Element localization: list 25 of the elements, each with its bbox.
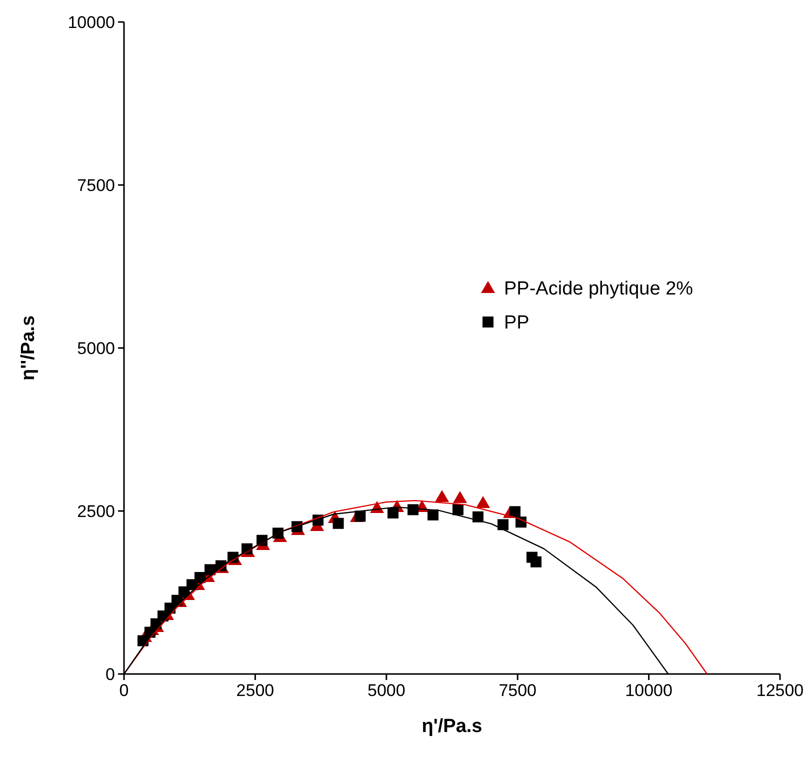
- x-tick-label: 0: [119, 681, 129, 700]
- legend-label: PP: [504, 312, 530, 334]
- point: [204, 564, 216, 576]
- x-tick-label: 12500: [756, 681, 804, 700]
- y-tick-label: 2500: [77, 502, 115, 521]
- x-tick-label: 10000: [625, 681, 672, 700]
- point: [452, 491, 467, 504]
- x-tick-label: 7500: [498, 681, 537, 700]
- point: [354, 510, 366, 522]
- legend-label: PP-Acide phytique 2%: [504, 278, 694, 300]
- point: [476, 496, 490, 508]
- x-axis-title: η'/Pa.s: [422, 716, 482, 737]
- point: [509, 506, 520, 518]
- y-tick-label: 5000: [77, 338, 115, 358]
- point: [388, 507, 399, 518]
- y-axis-title: η''/Pa.s: [18, 315, 39, 381]
- point: [332, 518, 344, 529]
- x-tick-label: 2500: [236, 681, 274, 700]
- point: [434, 490, 449, 502]
- x-tick-label: 5000: [367, 681, 406, 700]
- y-tick-label: 0: [106, 664, 115, 684]
- y-tick-label: 7500: [77, 176, 115, 195]
- y-tick-label: 10000: [68, 12, 115, 32]
- point: [428, 509, 438, 520]
- point: [498, 519, 509, 530]
